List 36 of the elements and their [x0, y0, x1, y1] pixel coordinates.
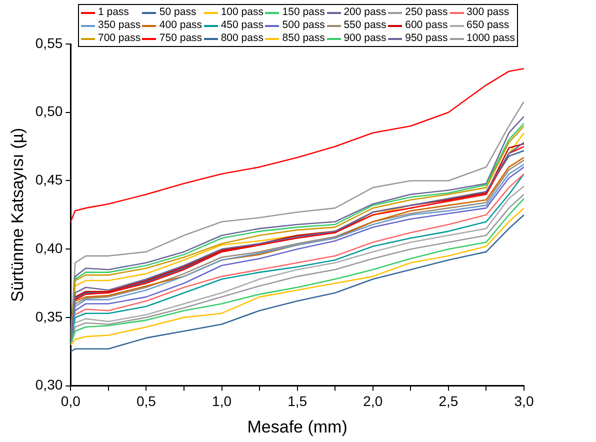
- x-tick-label: 3,0: [514, 393, 534, 410]
- legend-label: 450 pass: [220, 19, 264, 32]
- legend-label: 950 pass: [404, 32, 449, 45]
- y-tick-label: 0,55: [35, 34, 63, 51]
- legend-label: 200 pass: [342, 6, 388, 19]
- legend-label: 400 pass: [158, 19, 204, 32]
- x-tick-label: 1,0: [212, 393, 232, 410]
- legend-label: 300 pass: [466, 6, 510, 19]
- x-tick-label: 0,0: [60, 393, 81, 410]
- legend-label: 50 pass: [158, 6, 198, 19]
- legend-label: 750 pass: [158, 32, 204, 45]
- legend-label: 150 pass: [281, 6, 326, 19]
- legend-label: 250 pass: [404, 6, 449, 19]
- y-axis-title: Sürtünme Katsayısı (µ): [8, 128, 27, 302]
- legend-label: 100 pass: [220, 6, 264, 19]
- legend-label: 600 pass: [404, 19, 449, 32]
- x-tick-label: 0,5: [136, 393, 156, 410]
- legend-label: 1000 pass: [466, 32, 515, 45]
- legend-label: 550 pass: [342, 19, 388, 32]
- y-tick-label: 0,40: [35, 240, 63, 256]
- legend-label: 800 pass: [220, 32, 264, 45]
- legend-label: 1 pass: [97, 6, 130, 19]
- x-tick-label: 1,5: [288, 393, 308, 410]
- y-tick-label: 0,45: [35, 172, 63, 188]
- x-tick-label: 2,0: [363, 393, 383, 410]
- legend-label: 350 pass: [97, 19, 142, 32]
- y-tick-label: 0,50: [35, 103, 63, 120]
- y-tick-label: 0,30: [35, 376, 63, 393]
- legend-label: 700 pass: [97, 32, 142, 45]
- legend-label: 900 pass: [342, 32, 388, 45]
- legend-label: 500 pass: [281, 19, 326, 32]
- legend-label: 850 pass: [281, 32, 326, 45]
- y-tick-label: 0,35: [35, 308, 63, 324]
- x-axis-title: Mesafe (mm): [247, 417, 348, 436]
- legend-label: 650 pass: [466, 19, 510, 32]
- x-tick-label: 2,5: [438, 393, 458, 410]
